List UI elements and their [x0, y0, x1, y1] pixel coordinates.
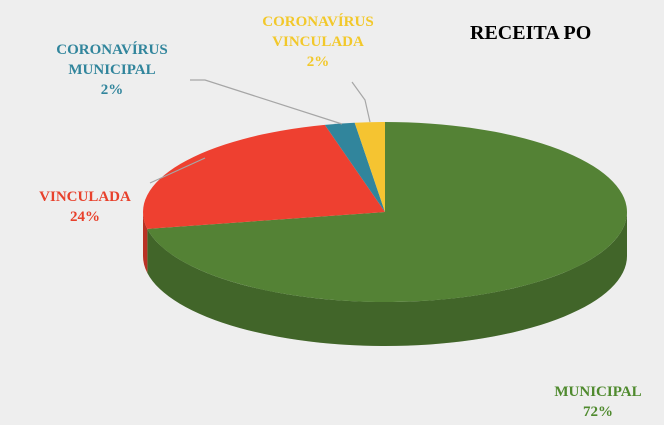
pie	[142, 122, 627, 347]
slice-side	[143, 212, 148, 273]
side-shade	[143, 212, 148, 273]
value-label: 24%	[70, 209, 100, 225]
data-label: CORONAVÍRUS VINCULADA 2%	[253, 12, 383, 72]
leader-line	[351, 81, 371, 123]
chart-title: RECEITA PO	[470, 22, 592, 44]
category-label: MUNICIPAL	[554, 384, 642, 400]
data-label: CORONAVÍRUS MUNICIPAL 2%	[47, 40, 177, 100]
slice-side	[147, 212, 627, 347]
category-label: CORONAVÍRUS VINCULADA	[262, 14, 374, 50]
value-label: 2%	[306, 54, 330, 70]
slice	[324, 122, 385, 212]
data-label: VINCULADA 24%	[10, 187, 160, 227]
category-label: CORONAVÍRUS MUNICIPAL	[56, 42, 168, 78]
side-shade	[147, 212, 627, 347]
leader-lines	[149, 79, 371, 184]
leader-line	[190, 79, 343, 125]
slice	[147, 122, 627, 302]
data-label: MUNICIPAL 72%	[530, 382, 664, 422]
leader-line	[149, 157, 206, 184]
category-label: VINCULADA	[39, 189, 131, 205]
slice	[354, 122, 385, 212]
slice	[142, 124, 385, 229]
value-label: 72%	[583, 404, 613, 420]
value-label: 2%	[100, 82, 124, 98]
